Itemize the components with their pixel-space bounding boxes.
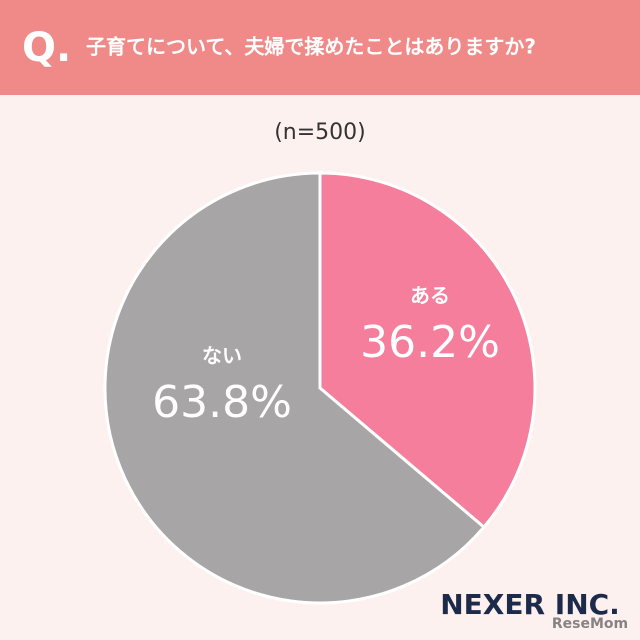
slice-value-label: 36.2% [360, 317, 500, 368]
slice-category: ある [410, 284, 450, 308]
chart-title: 子育てについて、夫婦で揉めたことはありますか? [86, 35, 536, 59]
watermark: ReseMom [552, 616, 628, 632]
slice-category: ない [202, 344, 242, 368]
question-mark: Q. [22, 25, 71, 71]
header-band [0, 0, 640, 95]
slice-value-label: 63.8% [152, 377, 292, 428]
pie [103, 171, 537, 605]
brand: NEXER INC. [440, 588, 620, 621]
pie-slice [103, 171, 487, 605]
chart-subtitle: (n=500) [274, 120, 366, 145]
pie-slice [318, 171, 537, 530]
